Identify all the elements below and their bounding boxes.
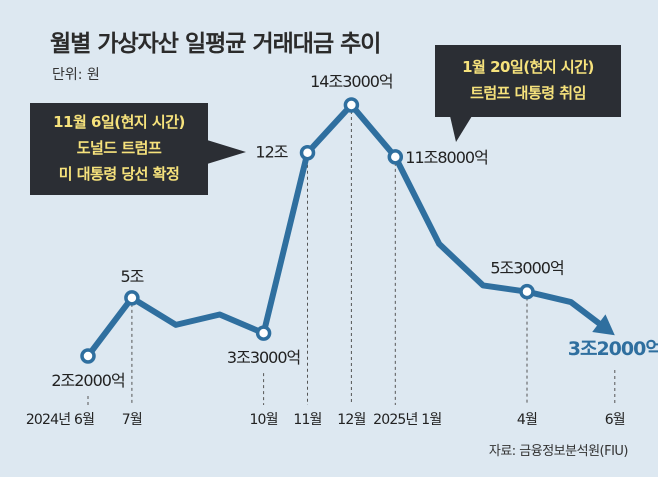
data-point	[343, 97, 360, 113]
data-point	[519, 283, 535, 300]
data-point	[255, 325, 272, 341]
data-point	[299, 144, 316, 161]
x-tick-label: 2024년 6월	[26, 412, 94, 428]
callout-inauguration: 1월 20일(현지 시간) 트럼프 대통령 취임	[435, 45, 621, 117]
callout-line: 11월 6일(현지 시간)	[53, 113, 185, 131]
chart-title: 월별 가상자산 일평균 거래대금 추이	[50, 31, 381, 57]
data-point	[387, 149, 404, 165]
data-point	[124, 290, 140, 306]
x-tick-label: 4월	[517, 412, 537, 428]
callout-pointer	[207, 140, 246, 164]
callout-line: 미 대통령 당선 확정	[58, 165, 180, 183]
x-tick-label: 2025년 1월	[373, 412, 441, 428]
callout-line: 트럼프 대통령 취임	[470, 84, 586, 102]
x-tick-label: 10월	[249, 412, 277, 428]
data-label: 2조2000억	[51, 371, 124, 390]
data-label: 3조3000억	[227, 348, 300, 367]
arrow-head	[592, 314, 615, 336]
data-label: 11조8000억	[405, 148, 488, 167]
callout-line: 도널드 트럼프	[76, 139, 162, 157]
callout-pointer	[450, 116, 472, 142]
data-label: 5조	[120, 267, 143, 286]
data-label: 3조2000억	[568, 338, 658, 360]
callout-election: 11월 6일(현지 시간) 도널드 트럼프 미 대통령 당선 확정	[30, 103, 208, 195]
data-label: 12조	[255, 143, 287, 162]
callout-line: 1월 20일(현지 시간)	[462, 58, 594, 76]
x-tick-label: 6월	[605, 412, 625, 428]
data-point	[80, 348, 96, 364]
data-label: 14조3000억	[310, 72, 393, 91]
x-tick-label: 12월	[337, 412, 365, 428]
source-note: 자료: 금융정보분석원(FIU)	[488, 444, 629, 459]
x-tick-label: 7월	[122, 412, 142, 428]
unit-label: 단위: 원	[52, 67, 100, 83]
data-label: 5조3000억	[490, 259, 563, 278]
x-tick-label: 11월	[293, 412, 321, 428]
